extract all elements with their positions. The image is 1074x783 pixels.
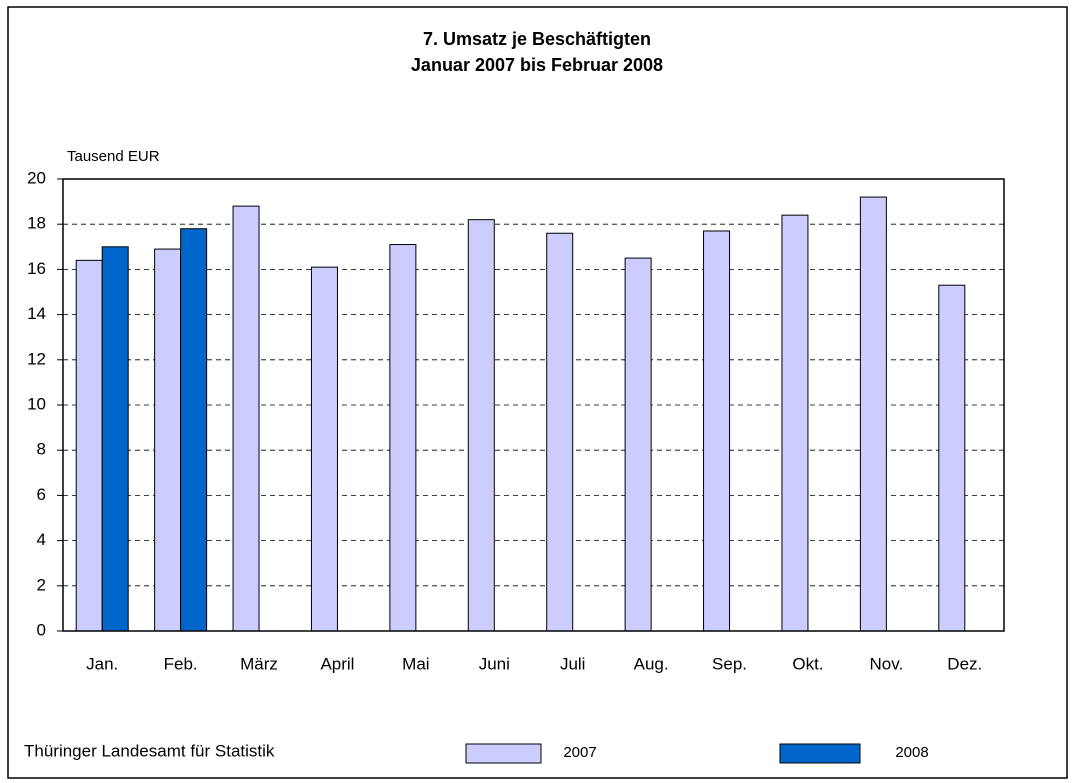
x-tick-label: Okt. [792, 654, 823, 673]
bar [154, 248, 182, 632]
x-tick-label: Mai [402, 654, 429, 673]
plot-border [62, 178, 1005, 632]
y-tick-label: 6 [37, 485, 46, 504]
bar [389, 244, 417, 632]
bar [546, 232, 574, 632]
legend-label: 2008 [895, 744, 928, 761]
y-tick-label: 14 [27, 304, 46, 323]
x-tick-label: Aug. [634, 654, 669, 673]
x-tick-label: Sep. [712, 654, 747, 673]
y-tick-label: 20 [27, 168, 46, 187]
bar [232, 205, 260, 632]
y-tick-label: 12 [27, 349, 46, 368]
y-tick-label: 16 [27, 259, 46, 278]
source: Thüringer Landesamt für Statistik [24, 741, 275, 760]
bar [101, 246, 129, 632]
bar [781, 214, 809, 632]
y-tick-label: 8 [37, 440, 46, 459]
x-tick-label: Jan. [86, 654, 118, 673]
y-tick-label: 2 [37, 575, 46, 594]
legend-swatch [465, 743, 542, 764]
legend-label: 2007 [563, 744, 596, 761]
bar [180, 228, 208, 632]
bar [938, 284, 966, 632]
y-tick-label: 0 [37, 620, 46, 639]
bar [310, 266, 338, 632]
bar [859, 196, 887, 632]
y-tick-label: 10 [27, 394, 46, 413]
chart-title: 7. Umsatz je Beschäftigten [423, 29, 651, 49]
bar [624, 257, 652, 632]
y-tick-label: 4 [37, 530, 46, 549]
bar [703, 230, 731, 632]
legend-swatch [779, 743, 861, 764]
x-tick-label: Juli [560, 654, 586, 673]
y-axis-label: Tausend EUR [67, 148, 160, 165]
bar [75, 259, 103, 632]
x-tick-label: Nov. [870, 654, 904, 673]
y-tick-label: 18 [27, 214, 46, 233]
x-tick-label: Feb. [164, 654, 198, 673]
x-tick-label: Dez. [947, 654, 982, 673]
x-tick-label: Juni [479, 654, 510, 673]
bar [467, 219, 495, 632]
x-tick-label: März [240, 654, 278, 673]
chart-subtitle: Januar 2007 bis Februar 2008 [411, 55, 663, 75]
x-tick-label: April [320, 654, 354, 673]
